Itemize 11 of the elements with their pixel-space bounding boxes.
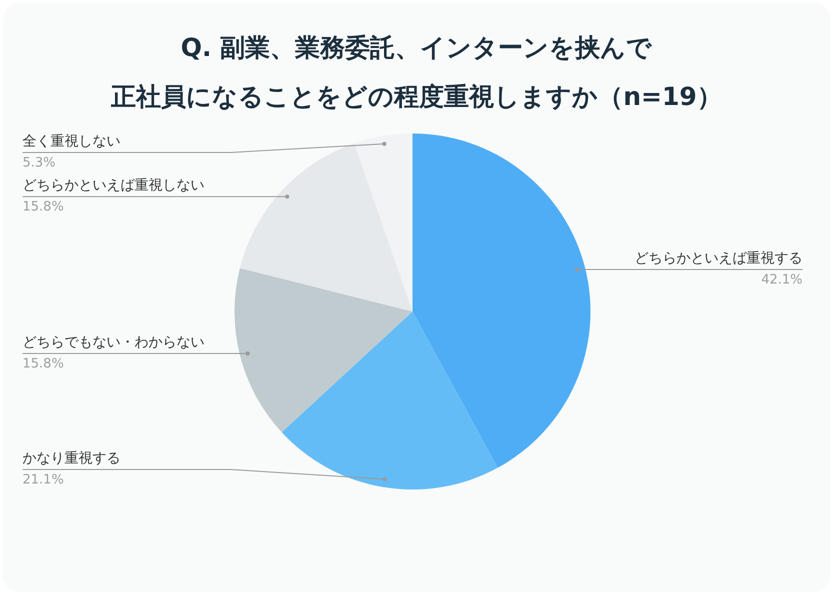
data-label: 42.1% <box>761 272 803 288</box>
data-label: 15.8% <box>22 200 64 215</box>
data-label: 21.1% <box>22 472 64 488</box>
slice-label: 全く重視しない <box>22 134 120 150</box>
data-label: 15.8% <box>22 356 64 372</box>
slice-label: かなり重視する <box>22 450 120 466</box>
data-label: 5.3% <box>22 156 56 170</box>
slice-label: どちらでもない・わからない <box>22 334 204 350</box>
slice-label: どちらかといえば重視しない <box>22 178 204 194</box>
chart-title: Q. 副業、業務委託、インターンを挟んで正社員になることをどの程度重視しますか（n=19） <box>110 33 722 111</box>
slice-label: どちらかといえば重視する <box>634 250 802 267</box>
